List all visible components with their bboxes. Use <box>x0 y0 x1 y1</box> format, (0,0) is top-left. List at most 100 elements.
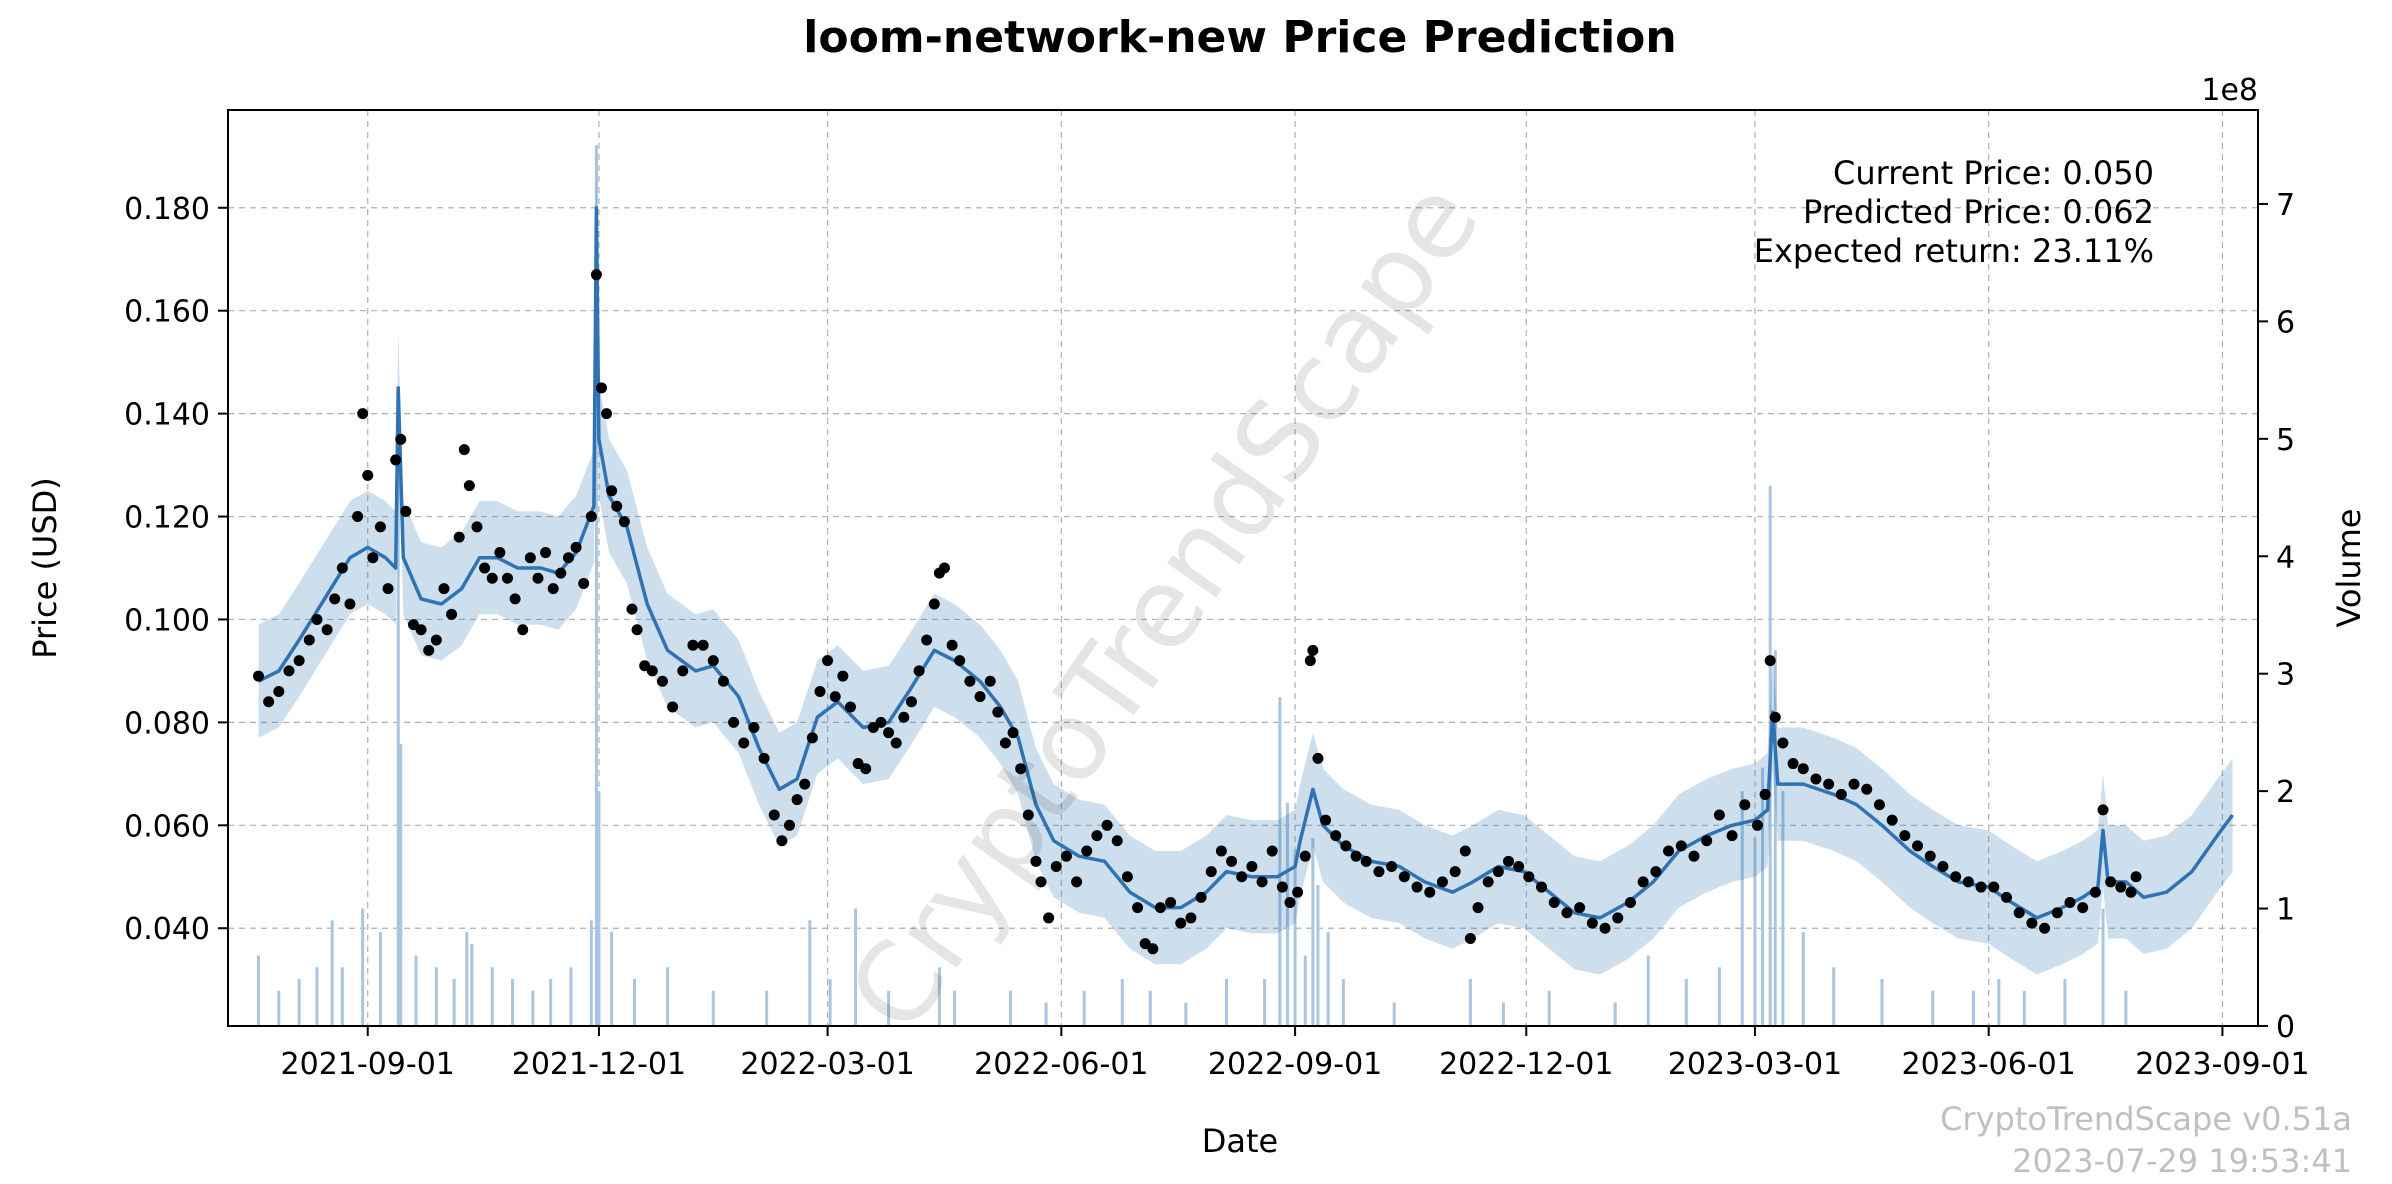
actual-price-dot <box>578 577 590 589</box>
volume-bar <box>633 979 637 1026</box>
volume-bar <box>277 990 281 1026</box>
volume-bar <box>1613 1002 1617 1026</box>
actual-price-dot <box>585 511 597 523</box>
volume-tick-label: 2 <box>2276 775 2295 810</box>
actual-price-dot <box>1848 778 1860 790</box>
volume-bar <box>340 967 344 1026</box>
actual-price-dot <box>501 572 513 584</box>
actual-price-dot <box>1713 809 1725 821</box>
actual-price-dot <box>1769 711 1781 723</box>
forecast-line <box>257 206 2235 920</box>
volume-bar <box>1971 990 1975 1026</box>
actual-price-dot <box>758 752 770 764</box>
x-tick-label: 2021-09-01 <box>281 1047 455 1082</box>
actual-price-dot <box>1175 917 1187 929</box>
actual-price-dot <box>1482 876 1494 888</box>
volume-bar <box>1326 932 1330 1026</box>
actual-price-dot <box>2125 886 2137 898</box>
actual-price-dot <box>738 737 750 749</box>
actual-price-dot <box>697 639 709 651</box>
volume-tick-label: 5 <box>2276 423 2295 458</box>
y-tick-label: 0.100 <box>124 603 210 638</box>
actual-price-dot <box>1022 809 1034 821</box>
actual-price-dot <box>913 665 925 677</box>
volume-bar <box>1311 838 1315 1026</box>
actual-price-dot <box>1650 866 1662 878</box>
actual-price-dot <box>344 598 356 610</box>
actual-price-dot <box>728 716 740 728</box>
actual-price-dot <box>517 624 529 636</box>
actual-price-dot <box>822 655 834 667</box>
actual-price-dot <box>2115 881 2127 893</box>
y-tick-label: 0.060 <box>124 809 210 844</box>
actual-price-dot <box>1548 896 1560 908</box>
volume-bar <box>470 943 474 1026</box>
volume-bar <box>315 967 319 1026</box>
actual-price-dot <box>829 691 841 703</box>
actual-price-dot <box>1759 788 1771 800</box>
actual-price-dot <box>1751 819 1763 831</box>
volume-bar <box>1120 979 1124 1026</box>
actual-price-dot <box>946 639 958 651</box>
actual-price-dot <box>329 593 341 605</box>
actual-price-dot <box>1561 907 1573 919</box>
volume-bar <box>854 908 858 1026</box>
actual-price-dot <box>1050 860 1062 872</box>
volume-bar <box>1285 802 1289 1026</box>
actual-price-dot <box>1132 902 1144 914</box>
actual-price-dot <box>626 603 638 615</box>
actual-price-dot <box>1340 840 1352 852</box>
actual-price-dot <box>1350 850 1362 862</box>
volume-bar <box>1684 979 1688 1026</box>
actual-price-dot <box>303 634 315 646</box>
actual-price-dot <box>1459 845 1471 857</box>
volume-bar <box>1997 979 2001 1026</box>
actual-price-dot <box>453 531 465 543</box>
actual-price-dot <box>382 583 394 595</box>
volume-bar <box>465 932 469 1026</box>
footer-timestamp: 2023-07-29 19:53:41 <box>2012 1142 2352 1180</box>
volume-bar <box>666 967 670 1026</box>
actual-price-dot <box>509 593 521 605</box>
volume-bar <box>1303 955 1307 1026</box>
actual-price-dot <box>1147 943 1159 955</box>
actual-price-dot <box>1688 850 1700 862</box>
actual-price-dot <box>336 562 348 574</box>
x-tick-label: 2022-06-01 <box>974 1047 1148 1082</box>
actual-price-dot <box>1950 871 1962 883</box>
actual-price-dot <box>1304 655 1316 667</box>
volume-bar <box>589 920 593 1026</box>
actual-price-dot <box>1060 850 1072 862</box>
actual-price-dot <box>1035 876 1047 888</box>
actual-price-dot <box>2026 917 2038 929</box>
actual-price-dot <box>283 665 295 677</box>
volume-tick-label: 4 <box>2276 540 2295 575</box>
volume-bar <box>1184 1002 1188 1026</box>
y-tick-label: 0.080 <box>124 706 210 741</box>
volume-axis-label: Volume <box>2330 508 2368 627</box>
x-tick-label: 2022-09-01 <box>1208 1047 1382 1082</box>
actual-price-dot <box>486 572 498 584</box>
actual-price-dot <box>1637 876 1649 888</box>
y-tick-label: 0.160 <box>124 295 210 330</box>
actual-price-dot <box>928 598 940 610</box>
actual-price-dot <box>776 835 788 847</box>
actual-price-dot <box>1962 876 1974 888</box>
actual-price-dot <box>814 686 826 698</box>
volume-bar <box>297 979 301 1026</box>
volume-bar <box>330 920 334 1026</box>
volume-bar <box>1717 967 1721 1026</box>
actual-price-dot <box>1988 881 2000 893</box>
actual-price-dot <box>1472 902 1484 914</box>
actual-price-dot <box>1043 912 1055 924</box>
actual-price-dot <box>1424 886 1436 898</box>
actual-price-dot <box>415 624 427 636</box>
actual-price-dot <box>799 778 811 790</box>
volume-bar <box>2063 979 2067 1026</box>
volume-bar <box>396 438 400 1026</box>
volume-bar <box>887 990 891 1026</box>
actual-price-dots-layer <box>252 269 2142 955</box>
volume-bar <box>711 990 715 1026</box>
volume-bar <box>549 979 553 1026</box>
